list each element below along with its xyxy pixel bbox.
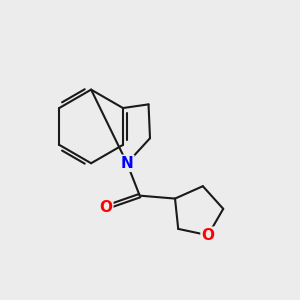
- Text: O: O: [99, 200, 112, 215]
- Text: N: N: [121, 156, 134, 171]
- Text: O: O: [202, 228, 214, 243]
